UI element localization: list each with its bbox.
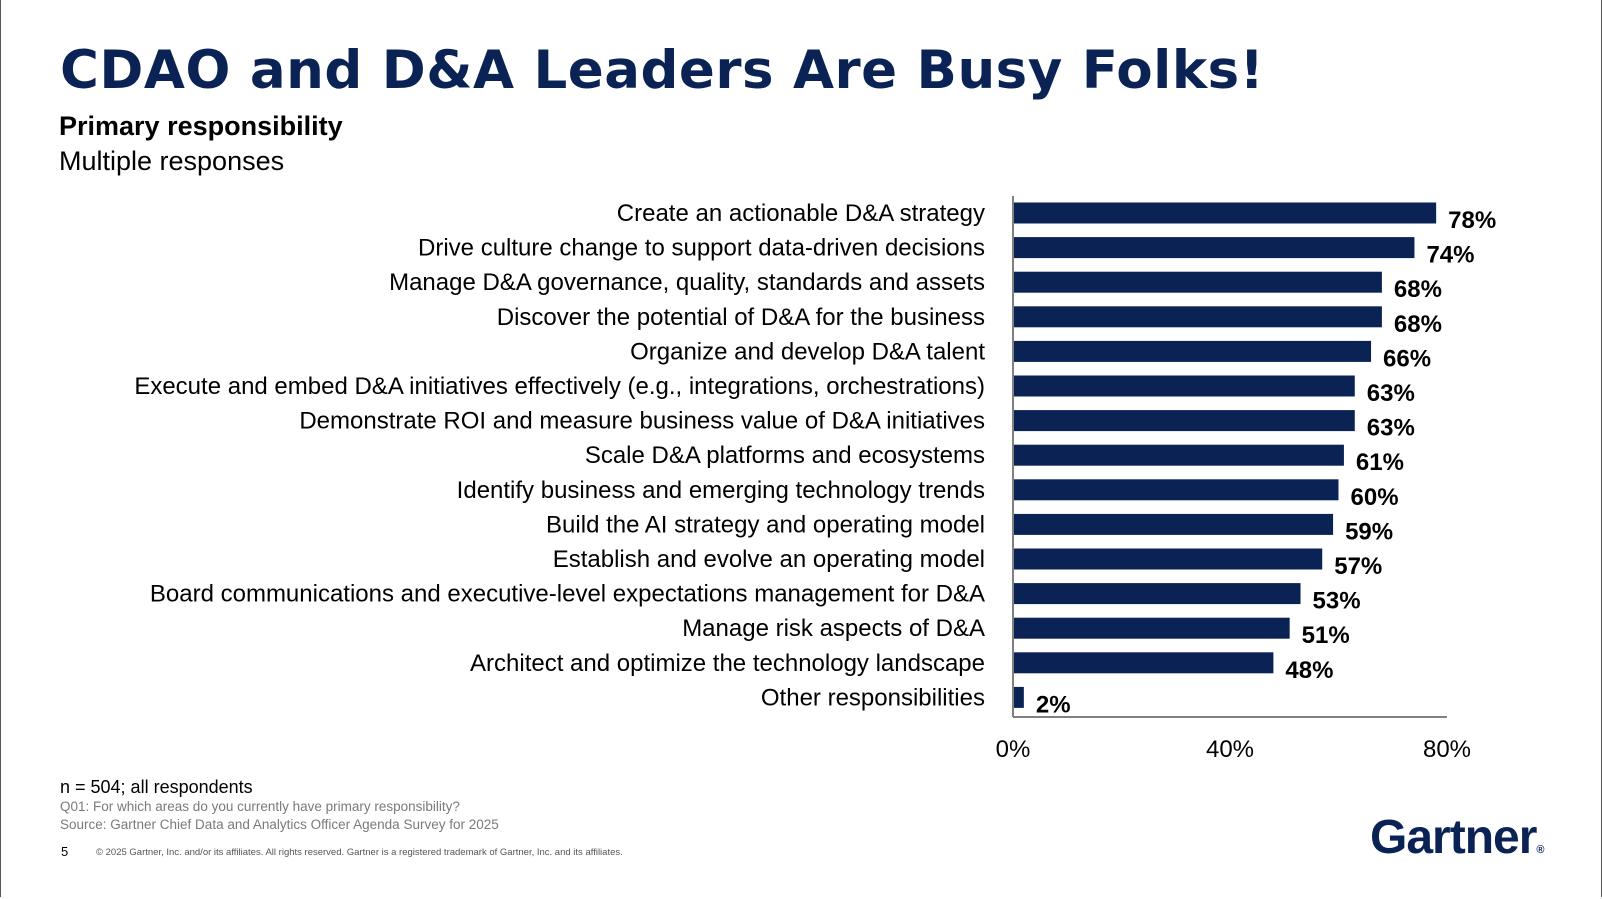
- category-label: Demonstrate ROI and measure business val…: [299, 408, 985, 435]
- category-label: Create an actionable D&A strategy: [617, 200, 985, 227]
- chart-subtitle: Primary responsibility: [59, 111, 343, 141]
- category-label: Organize and develop D&A talent: [630, 338, 985, 365]
- category-label: Establish and evolve an operating model: [553, 546, 985, 573]
- data-label: 60%: [1351, 484, 1399, 511]
- bar: [1013, 237, 1415, 259]
- bar: [1013, 340, 1372, 362]
- bar: [1013, 513, 1334, 535]
- data-label: 2%: [1036, 691, 1071, 718]
- bar: [1013, 202, 1437, 224]
- category-label: Architect and optimize the technology la…: [470, 650, 985, 677]
- x-tick-label: 0%: [996, 736, 1031, 763]
- bar: [1013, 375, 1355, 397]
- data-label: 66%: [1383, 345, 1431, 372]
- category-label: Scale D&A platforms and ecosystems: [585, 442, 985, 469]
- x-tick-label: 80%: [1423, 736, 1471, 763]
- chart-subtitle-secondary: Multiple responses: [59, 146, 285, 176]
- category-label: Drive culture change to support data-dri…: [418, 235, 985, 262]
- question-note: Q01: For which areas do you currently ha…: [60, 799, 460, 814]
- data-label: 68%: [1394, 276, 1442, 303]
- category-label: Discover the potential of D&A for the bu…: [497, 304, 985, 331]
- gartner-logo: Gartner®: [1370, 810, 1545, 865]
- bar: [1013, 479, 1339, 501]
- data-label: 51%: [1302, 622, 1350, 649]
- data-label: 74%: [1426, 242, 1474, 269]
- data-label: 63%: [1367, 380, 1415, 407]
- bar: [1013, 686, 1024, 708]
- category-label: Manage risk aspects of D&A: [682, 615, 985, 642]
- bar-chart: Create an actionable D&A strategy 78% Driv…: [134, 196, 1496, 763]
- logo-registered-mark: ®: [1536, 844, 1545, 856]
- source-note: Source: Gartner Chief Data and Analytics…: [60, 817, 499, 832]
- bar: [1013, 271, 1382, 293]
- data-label: 59%: [1345, 518, 1393, 545]
- bar: [1013, 652, 1274, 674]
- category-label: Other responsibilities: [761, 684, 985, 711]
- data-label: 57%: [1334, 553, 1382, 580]
- data-label: 61%: [1356, 449, 1404, 476]
- bar: [1013, 444, 1344, 466]
- bar: [1013, 306, 1382, 328]
- data-label: 53%: [1313, 588, 1361, 615]
- bar: [1013, 583, 1301, 605]
- data-label: 78%: [1448, 207, 1496, 234]
- category-label: Board communications and executive-level…: [150, 581, 985, 608]
- sample-size-note: n = 504; all respondents: [60, 777, 253, 797]
- bar: [1013, 548, 1323, 570]
- x-tick-label: 40%: [1206, 736, 1254, 763]
- copyright-notice: © 2025 Gartner, Inc. and/or its affiliat…: [96, 847, 623, 858]
- category-label: Build the AI strategy and operating mode…: [546, 511, 985, 538]
- slide-title: CDAO and D&A Leaders Are Busy Folks!: [60, 40, 1265, 101]
- category-label: Execute and embed D&A initiatives effect…: [134, 373, 985, 400]
- data-label: 63%: [1367, 415, 1415, 442]
- bar: [1013, 617, 1290, 639]
- page-number: 5: [61, 844, 69, 859]
- logo-text: Gartner: [1370, 811, 1537, 864]
- data-label: 68%: [1394, 311, 1442, 338]
- category-label: Identify business and emerging technolog…: [457, 477, 985, 504]
- bar: [1013, 410, 1355, 432]
- category-label: Manage D&A governance, quality, standard…: [389, 269, 985, 296]
- data-label: 48%: [1285, 657, 1333, 684]
